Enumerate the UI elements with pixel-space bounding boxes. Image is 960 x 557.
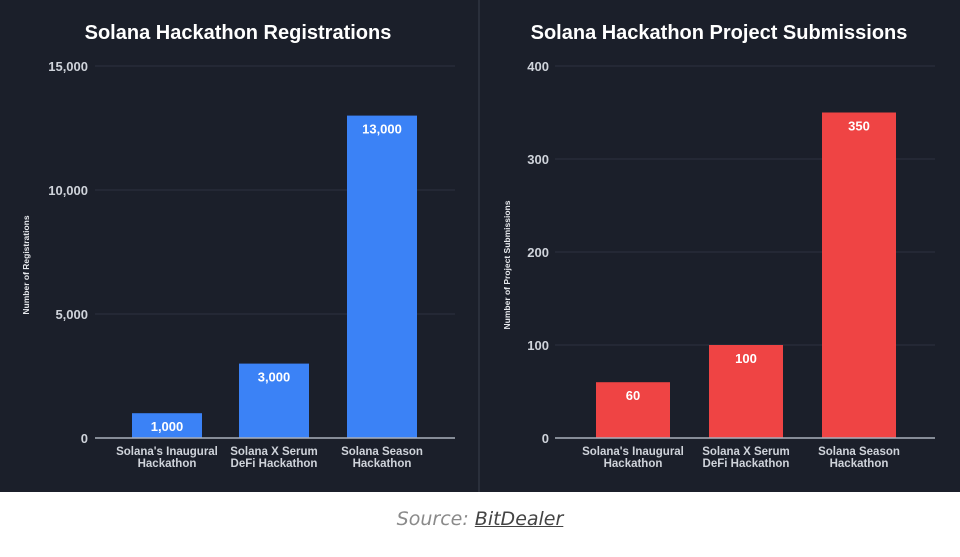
- source-caption: Source: BitDealer: [0, 508, 960, 530]
- source-prefix: Source:: [396, 508, 475, 530]
- y-tick-label: 300: [527, 152, 549, 167]
- chart-title: Solana Hackathon Registrations: [85, 22, 392, 44]
- y-tick-label: 15,000: [48, 59, 88, 74]
- x-tick-label: Hackathon: [353, 458, 412, 470]
- data-label: 60: [626, 388, 640, 403]
- y-axis-label: Number of Registrations: [21, 215, 31, 314]
- x-tick-label: Solana X Serum: [230, 446, 318, 458]
- registrations-chart: Solana Hackathon Registrations 0 5,000 10,0…: [21, 22, 455, 470]
- chart-background: [0, 0, 960, 492]
- submissions-chart: Solana Hackathon Project Submissions 0 100…: [502, 22, 935, 470]
- source-link[interactable]: BitDealer: [474, 508, 564, 530]
- x-tick-label: Hackathon: [604, 458, 663, 470]
- x-tick-label: Hackathon: [138, 458, 197, 470]
- y-tick-label: 0: [81, 431, 88, 446]
- x-tick-label: Solana Season: [818, 446, 900, 458]
- y-tick-label: 100: [527, 338, 549, 353]
- y-tick-label: 200: [527, 245, 549, 260]
- y-tick-label: 0: [542, 431, 549, 446]
- panel-divider: [478, 0, 480, 492]
- chart-title: Solana Hackathon Project Submissions: [531, 22, 908, 44]
- bar: [239, 363, 309, 438]
- data-label: 13,000: [362, 122, 402, 137]
- x-tick-label: Solana X Serum: [702, 446, 790, 458]
- data-label: 1,000: [151, 419, 184, 434]
- data-label: 100: [735, 351, 757, 366]
- y-tick-label: 400: [527, 59, 549, 74]
- y-tick-label: 5,000: [55, 307, 88, 322]
- data-label: 350: [848, 119, 870, 134]
- x-tick-label: Solana's Inaugural: [116, 446, 218, 458]
- x-tick-label: Solana Season: [341, 446, 423, 458]
- y-tick-label: 10,000: [48, 183, 88, 198]
- x-tick-label: Solana's Inaugural: [582, 446, 684, 458]
- bar: [709, 345, 783, 438]
- x-tick-label: DeFi Hackathon: [231, 458, 318, 470]
- x-tick-label: Hackathon: [830, 458, 889, 470]
- bar: [822, 112, 896, 438]
- bar: [596, 382, 670, 438]
- bar: [347, 115, 417, 438]
- x-tick-label: DeFi Hackathon: [703, 458, 790, 470]
- data-label: 3,000: [258, 370, 291, 385]
- bar: [132, 413, 202, 438]
- y-axis-label: Number of Project Submissions: [502, 200, 512, 329]
